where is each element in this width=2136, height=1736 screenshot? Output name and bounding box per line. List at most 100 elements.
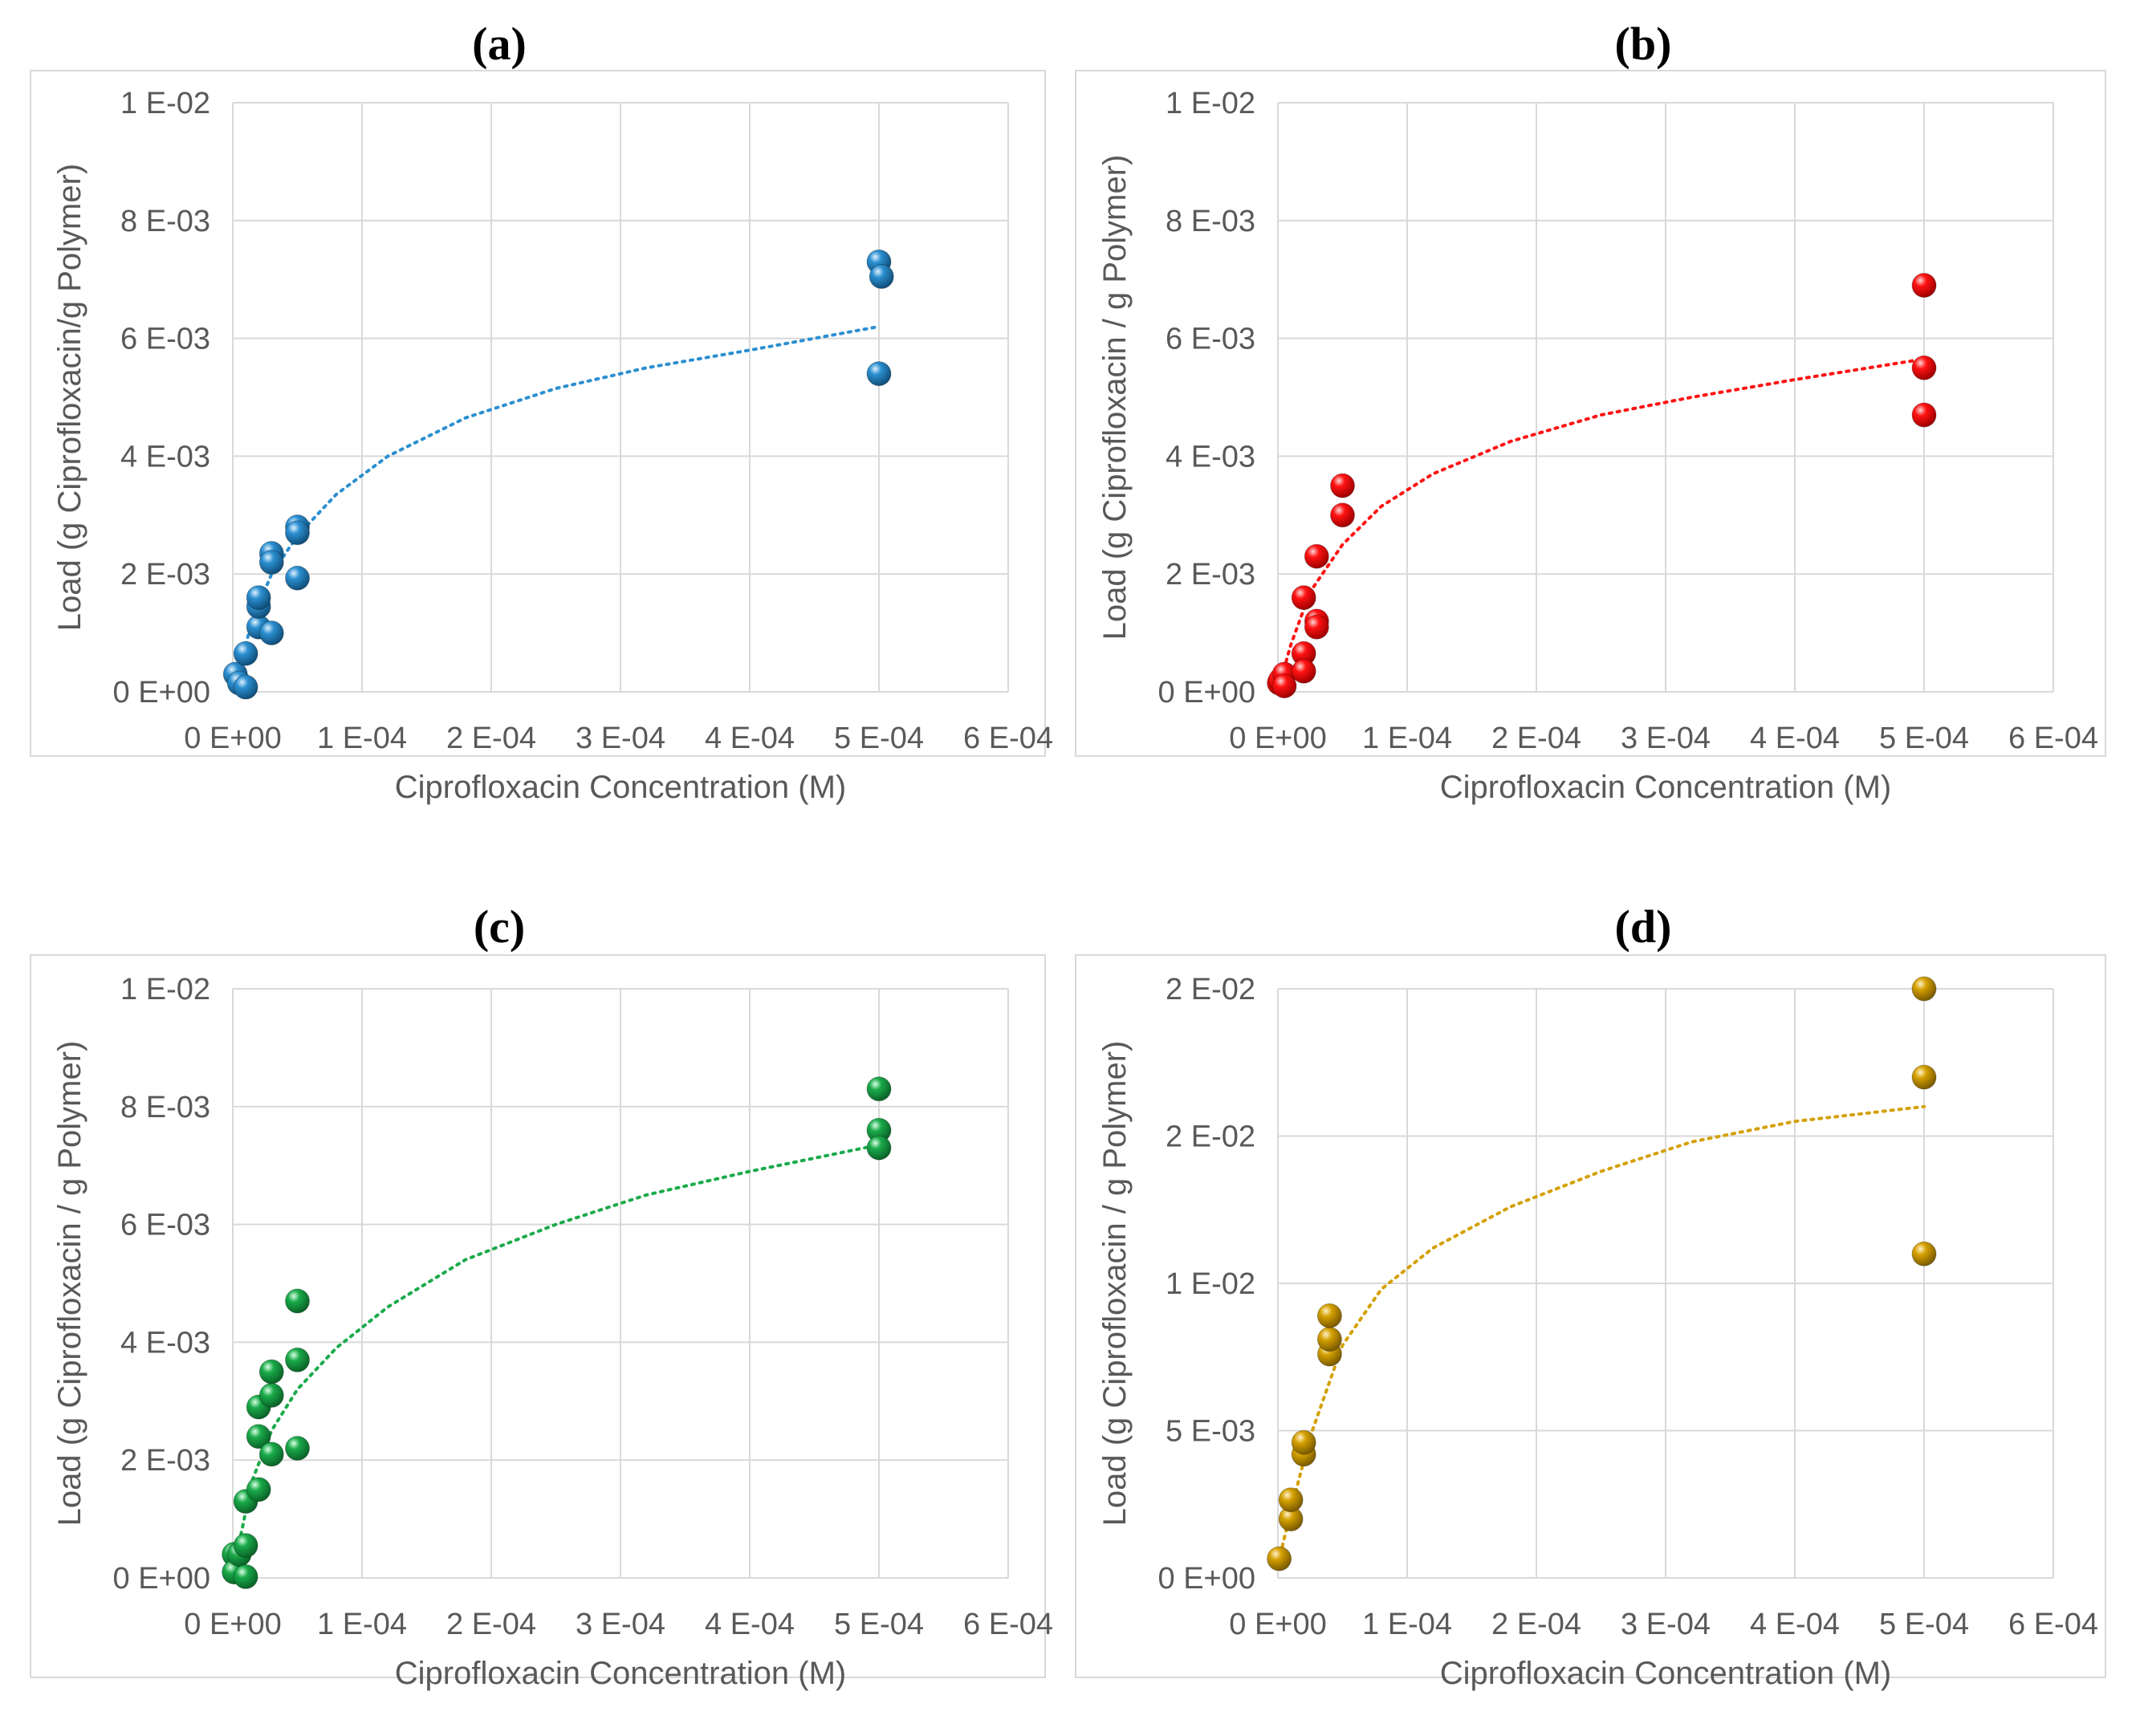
x-tick-label: 5 E-04 xyxy=(834,722,924,755)
y-tick-label: 6 E-03 xyxy=(120,1209,210,1242)
chart-frame xyxy=(1075,954,2106,1678)
trendline xyxy=(238,324,881,670)
data-point xyxy=(258,1383,284,1408)
data-point xyxy=(1911,1064,1937,1090)
x-tick-label: 1 E-04 xyxy=(317,1608,407,1641)
trendline xyxy=(238,1143,881,1544)
data-point xyxy=(1330,502,1355,528)
chart-panel-2: 0 E+00 2 E-03 4 E-03 6 E-03 8 E-03 1 E-02 0 E+… xyxy=(1075,18,2106,805)
chart-panel-4: 0 E+00 5 E-03 1 E-02 2 E-02 2 E-02 0 E+00 1 E-… xyxy=(1075,901,2106,1691)
chart-frame xyxy=(1075,70,2106,757)
y-tick-label: 2 E-02 xyxy=(1166,973,1255,1006)
x-tick-label: 5 E-04 xyxy=(1879,722,1969,755)
trendline xyxy=(1279,1104,1926,1556)
x-tick-label: 6 E-04 xyxy=(963,722,1053,755)
y-tick-label: 1 E-02 xyxy=(1166,87,1255,120)
data-point xyxy=(1911,976,1937,1002)
y-tick-label: 5 E-03 xyxy=(1166,1415,1255,1449)
y-tick-label: 4 E-03 xyxy=(120,440,210,474)
data-point xyxy=(233,1564,258,1589)
panel-label: (a) xyxy=(472,18,527,70)
chart-panel-1: 0 E+00 2 E-03 4 E-03 6 E-03 8 E-03 1 E-02 0 E+… xyxy=(30,18,1053,805)
y-tick-label: 2 E-03 xyxy=(1166,558,1255,592)
data-point xyxy=(866,1076,892,1102)
x-tick-label: 5 E-04 xyxy=(834,1608,924,1641)
data-point xyxy=(866,1135,892,1161)
x-axis-label: Ciprofloxacin Concentration (M) xyxy=(395,770,846,805)
x-tick-label: 1 E-04 xyxy=(1362,1608,1452,1641)
x-tick-label: 4 E-04 xyxy=(705,722,795,755)
y-tick-label: 2 E-03 xyxy=(120,1444,210,1478)
data-point xyxy=(258,1441,284,1467)
data-point xyxy=(246,1424,271,1449)
y-tick-label: 0 E+00 xyxy=(1158,676,1256,709)
x-tick-label: 3 E-04 xyxy=(576,1608,665,1641)
panel-label: (b) xyxy=(1615,18,1672,70)
data-point xyxy=(1291,658,1316,684)
data-point xyxy=(233,640,258,666)
y-axis-label: Load (g Ciprofloxacin/g Polymer) xyxy=(52,164,87,631)
y-tick-label: 8 E-03 xyxy=(120,205,210,238)
data-point xyxy=(1304,614,1329,640)
x-tick-label: 6 E-04 xyxy=(2008,1608,2098,1641)
x-tick-label: 4 E-04 xyxy=(1750,722,1840,755)
x-tick-label: 0 E+00 xyxy=(1229,722,1327,755)
x-axis-label: Ciprofloxacin Concentration (M) xyxy=(395,1656,846,1691)
y-tick-label: 6 E-03 xyxy=(120,323,210,356)
data-point xyxy=(869,264,894,289)
x-tick-label: 2 E-04 xyxy=(1491,722,1581,755)
data-point xyxy=(285,1347,310,1372)
x-tick-label: 2 E-04 xyxy=(446,1608,536,1641)
x-tick-label: 6 E-04 xyxy=(963,1608,1053,1641)
chart-frame xyxy=(30,954,1046,1678)
x-tick-label: 4 E-04 xyxy=(705,1608,795,1641)
x-tick-label: 3 E-04 xyxy=(576,722,665,755)
x-tick-label: 1 E-04 xyxy=(317,722,407,755)
data-point xyxy=(1291,585,1316,611)
data-point xyxy=(285,1288,310,1314)
y-tick-label: 6 E-03 xyxy=(1166,323,1255,356)
data-point xyxy=(258,550,284,575)
data-point xyxy=(285,565,310,591)
chart-frame xyxy=(30,70,1046,757)
y-tick-label: 2 E-03 xyxy=(120,558,210,592)
data-point xyxy=(285,1436,310,1461)
y-tick-label: 1 E-02 xyxy=(120,87,210,120)
x-tick-label: 5 E-04 xyxy=(1879,1608,1969,1641)
x-tick-label: 0 E+00 xyxy=(1229,1608,1327,1641)
data-point xyxy=(258,1359,284,1384)
y-axis-label: Load (g Ciprofloxacin / g Polymer) xyxy=(1097,1041,1133,1527)
data-point xyxy=(246,585,271,611)
x-tick-label: 3 E-04 xyxy=(1621,1608,1711,1641)
trendline xyxy=(1280,357,1926,679)
data-point xyxy=(258,620,284,646)
data-point xyxy=(1911,273,1937,298)
data-point xyxy=(1911,355,1937,380)
x-tick-label: 1 E-04 xyxy=(1362,722,1452,755)
y-tick-label: 8 E-03 xyxy=(1166,205,1255,238)
x-axis-label: Ciprofloxacin Concentration (M) xyxy=(1440,1656,1891,1691)
x-tick-label: 0 E+00 xyxy=(184,722,282,755)
chart-panel-3: 0 E+00 2 E-03 4 E-03 6 E-03 8 E-03 1 E-02 0 E+… xyxy=(30,901,1053,1691)
data-point xyxy=(866,361,892,387)
x-tick-label: 4 E-04 xyxy=(1750,1608,1840,1641)
data-point xyxy=(1316,1303,1342,1328)
data-point xyxy=(1304,543,1329,569)
y-tick-label: 0 E+00 xyxy=(113,676,211,709)
x-tick-label: 2 E-04 xyxy=(1491,1608,1581,1641)
y-axis-label: Load (g Ciprofloxacin / g Polymer) xyxy=(52,1041,87,1527)
data-point xyxy=(285,520,310,546)
panel-label: (d) xyxy=(1615,901,1672,953)
data-point xyxy=(246,1477,271,1502)
y-tick-label: 1 E-02 xyxy=(1166,1267,1255,1301)
x-tick-label: 6 E-04 xyxy=(2008,722,2098,755)
panel-label: (c) xyxy=(474,901,525,953)
y-tick-label: 0 E+00 xyxy=(1158,1562,1256,1596)
x-tick-label: 0 E+00 xyxy=(184,1608,282,1641)
y-tick-label: 4 E-03 xyxy=(120,1326,210,1360)
y-tick-label: 1 E-02 xyxy=(120,973,210,1006)
data-point xyxy=(1291,1429,1316,1455)
data-point xyxy=(1316,1327,1342,1352)
data-point xyxy=(1271,673,1297,699)
